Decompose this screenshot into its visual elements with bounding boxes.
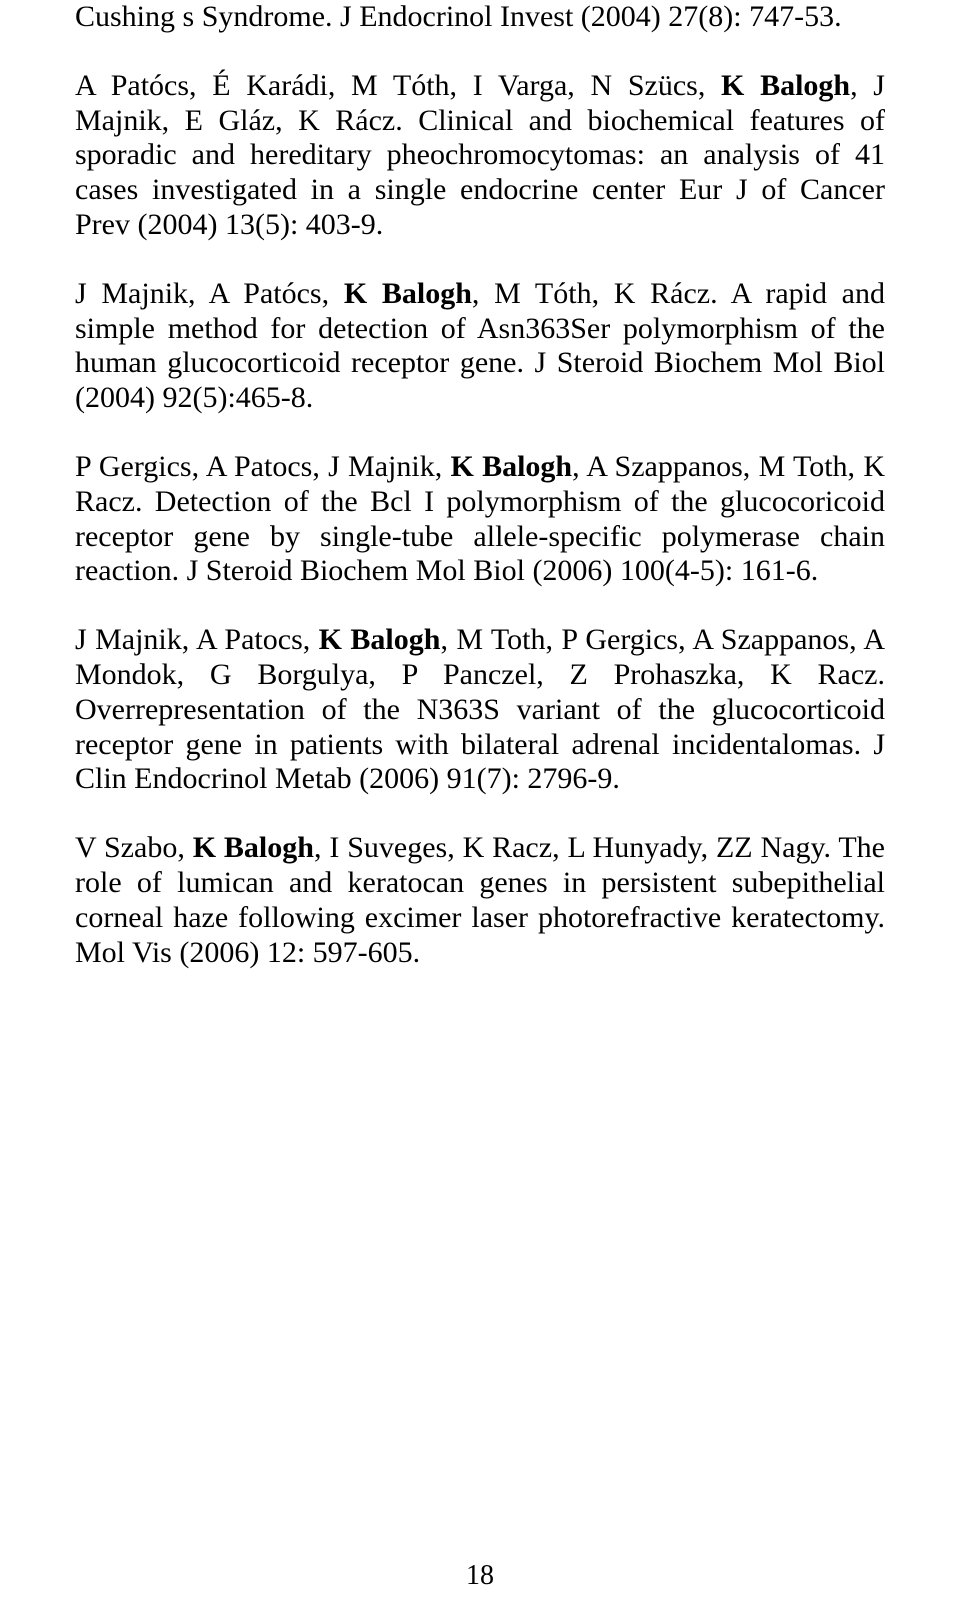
reference-entry: A Patócs, É Karádi, M Tóth, I Varga, N S… (75, 69, 885, 243)
ref-text: J Majnik, A Patocs, (75, 623, 319, 656)
reference-entry: J Majnik, A Patocs, K Balogh, M Toth, P … (75, 623, 885, 797)
author-bold: K Balogh (344, 277, 472, 310)
page: Cushing s Syndrome. J Endocrinol Invest … (0, 0, 960, 1622)
author-bold: K Balogh (193, 831, 314, 864)
reference-entry: Cushing s Syndrome. J Endocrinol Invest … (75, 0, 885, 35)
reference-entry: V Szabo, K Balogh, I Suveges, K Racz, L … (75, 831, 885, 970)
reference-entry: P Gergics, A Patocs, J Majnik, K Balogh,… (75, 450, 885, 589)
author-bold: K Balogh (721, 69, 850, 102)
ref-text: Cushing s Syndrome. J Endocrinol Invest … (75, 0, 842, 33)
ref-text: V Szabo, (75, 831, 193, 864)
ref-text: A Patócs, É Karádi, M Tóth, I Varga, N S… (75, 69, 721, 102)
author-bold: K Balogh (450, 450, 572, 483)
reference-entry: J Majnik, A Patócs, K Balogh, M Tóth, K … (75, 277, 885, 416)
author-bold: K Balogh (319, 623, 441, 656)
ref-text: J Majnik, A Patócs, (75, 277, 344, 310)
ref-text: P Gergics, A Patocs, J Majnik, (75, 450, 450, 483)
page-number: 18 (0, 1560, 960, 1592)
